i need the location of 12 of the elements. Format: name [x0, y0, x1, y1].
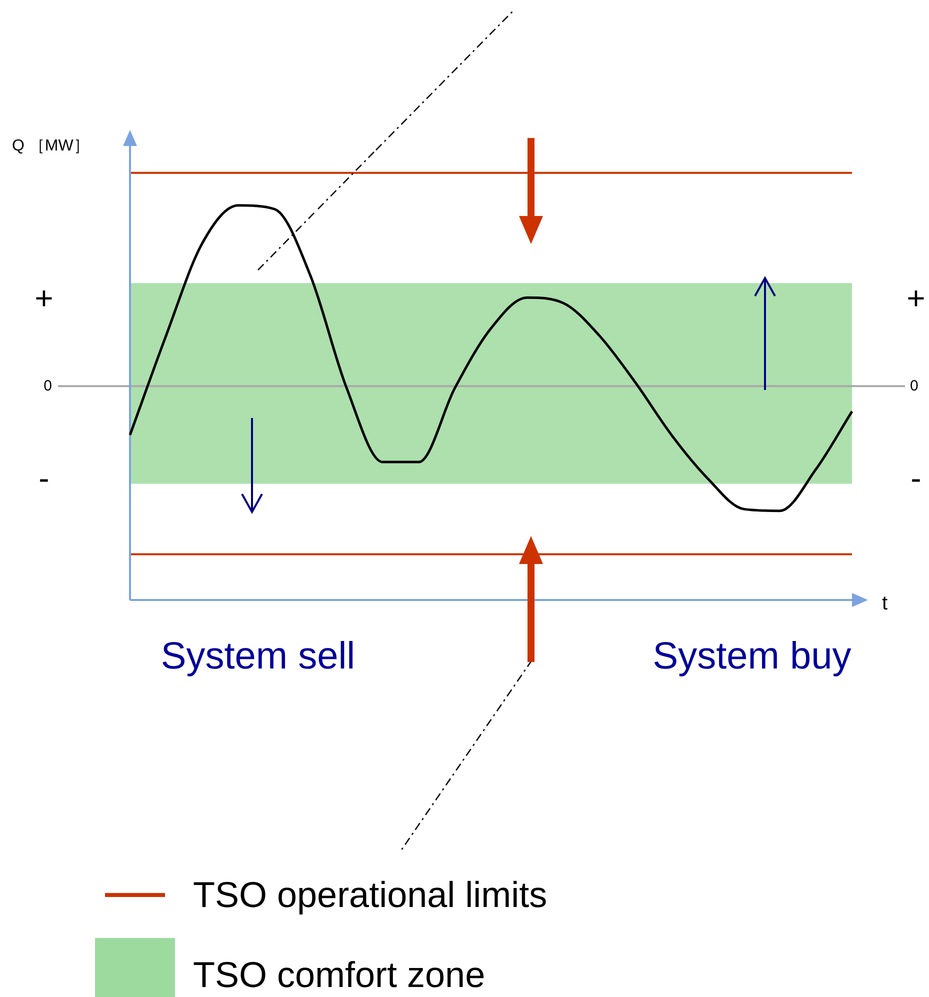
text: System sell	[160, 635, 356, 678]
text: -	[910, 460, 922, 496]
text: +	[906, 280, 926, 316]
text: System buy	[652, 635, 852, 678]
y-axis-title: Q ［MW］	[12, 137, 90, 154]
text: -	[38, 460, 50, 496]
ref-line-label: 0	[910, 377, 918, 394]
legend-label: TSO comfort zone	[193, 954, 486, 996]
legend-label: TSO operational limits	[193, 874, 548, 916]
x-axis-title: t	[882, 592, 888, 615]
text: +	[34, 280, 54, 316]
text: 0	[44, 377, 52, 394]
